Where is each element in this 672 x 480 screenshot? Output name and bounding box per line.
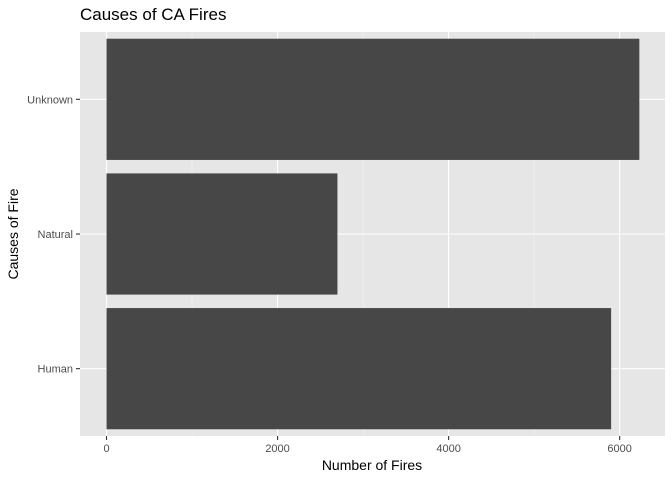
- y-tick-label: Unknown: [27, 94, 73, 106]
- x-tick-label: 6000: [607, 443, 631, 455]
- x-tick-label: 0: [103, 443, 109, 455]
- y-tick-label: Human: [38, 364, 73, 376]
- y-axis-title: Causes of Fire: [5, 188, 21, 279]
- x-axis: 0 2000 4000 6000: [103, 436, 632, 455]
- x-tick-label: 4000: [436, 443, 460, 455]
- y-axis: Human Natural Unknown: [27, 94, 80, 376]
- bar-natural: [106, 173, 338, 295]
- y-tick-label: Natural: [38, 229, 73, 241]
- chart-title: Causes of CA Fires: [80, 5, 226, 24]
- bar-human: [106, 308, 612, 430]
- x-axis-title: Number of Fires: [322, 457, 422, 473]
- bars: [106, 38, 640, 430]
- bar-unknown: [106, 38, 640, 160]
- x-tick-label: 2000: [265, 443, 289, 455]
